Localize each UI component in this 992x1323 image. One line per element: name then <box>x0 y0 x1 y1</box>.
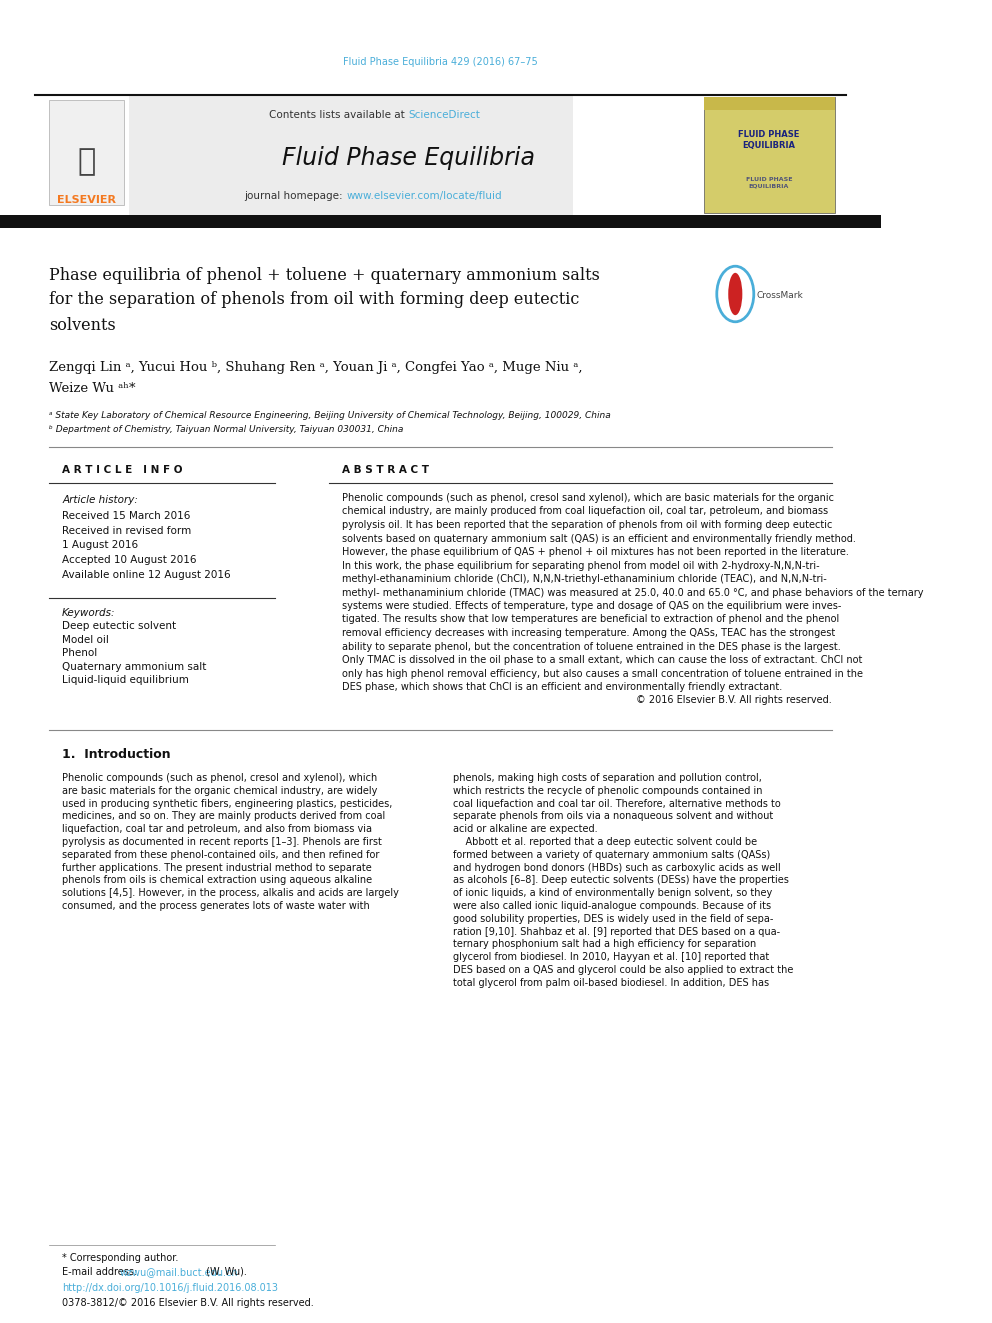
Text: However, the phase equilibrium of QAS + phenol + oil mixtures has not been repor: However, the phase equilibrium of QAS + … <box>342 546 849 557</box>
Text: solvents: solvents <box>49 316 116 333</box>
Text: Phenolic compounds (such as phenol, cresol and xylenol), which: Phenolic compounds (such as phenol, cres… <box>62 773 377 783</box>
Text: A B S T R A C T: A B S T R A C T <box>342 464 429 475</box>
Text: DES based on a QAS and glycerol could be also applied to extract the: DES based on a QAS and glycerol could be… <box>453 964 794 975</box>
Text: methyl-ethanaminium chloride (ChCl), N,N,N-triethyl-ethanaminium chloride (TEAC): methyl-ethanaminium chloride (ChCl), N,N… <box>342 574 826 583</box>
Text: (W. Wu).: (W. Wu). <box>203 1267 247 1277</box>
Text: Only TMAC is dissolved in the oil phase to a small extant, which can cause the l: Only TMAC is dissolved in the oil phase … <box>342 655 862 665</box>
Text: E-mail address:: E-mail address: <box>62 1267 141 1277</box>
Text: medicines, and so on. They are mainly products derived from coal: medicines, and so on. They are mainly pr… <box>62 811 386 822</box>
Text: A R T I C L E   I N F O: A R T I C L E I N F O <box>62 464 183 475</box>
Text: 0378-3812/© 2016 Elsevier B.V. All rights reserved.: 0378-3812/© 2016 Elsevier B.V. All right… <box>62 1298 313 1308</box>
Text: Fluid Phase Equilibria 429 (2016) 67–75: Fluid Phase Equilibria 429 (2016) 67–75 <box>343 57 538 67</box>
Text: In this work, the phase equilibrium for separating phenol from model oil with 2-: In this work, the phase equilibrium for … <box>342 561 819 570</box>
Text: Available online 12 August 2016: Available online 12 August 2016 <box>62 570 231 579</box>
Text: good solubility properties, DES is widely used in the field of sepa-: good solubility properties, DES is widel… <box>453 914 774 923</box>
Text: which restricts the recycle of phenolic compounds contained in: which restricts the recycle of phenolic … <box>453 786 763 796</box>
Text: formed between a variety of quaternary ammonium salts (QASs): formed between a variety of quaternary a… <box>453 849 770 860</box>
Text: Accepted 10 August 2016: Accepted 10 August 2016 <box>62 556 196 565</box>
Text: CrossMark: CrossMark <box>757 291 804 300</box>
Text: Liquid-liquid equilibrium: Liquid-liquid equilibrium <box>62 675 189 685</box>
Text: 1 August 2016: 1 August 2016 <box>62 540 138 550</box>
Text: ability to separate phenol, but the concentration of toluene entrained in the DE: ability to separate phenol, but the conc… <box>342 642 840 651</box>
Text: FLUID PHASE
EQUILIBRIA: FLUID PHASE EQUILIBRIA <box>746 177 793 189</box>
Text: © 2016 Elsevier B.V. All rights reserved.: © 2016 Elsevier B.V. All rights reserved… <box>636 695 832 705</box>
FancyBboxPatch shape <box>49 101 124 205</box>
Text: for the separation of phenols from oil with forming deep eutectic: for the separation of phenols from oil w… <box>49 291 579 308</box>
Text: 1.  Introduction: 1. Introduction <box>62 749 171 762</box>
Text: phenols, making high costs of separation and pollution control,: phenols, making high costs of separation… <box>453 773 762 783</box>
Text: Contents lists available at: Contents lists available at <box>270 110 409 120</box>
Text: solutions [4,5]. However, in the process, alkalis and acids are largely: solutions [4,5]. However, in the process… <box>62 888 399 898</box>
Text: ternary phosphonium salt had a high efficiency for separation: ternary phosphonium salt had a high effi… <box>453 939 756 950</box>
Text: Model oil: Model oil <box>62 635 109 644</box>
Text: further applications. The present industrial method to separate: further applications. The present indust… <box>62 863 372 873</box>
Text: FLUID PHASE
EQUILIBRIA: FLUID PHASE EQUILIBRIA <box>738 130 800 149</box>
Text: used in producing synthetic fibers, engineering plastics, pesticides,: used in producing synthetic fibers, engi… <box>62 799 393 808</box>
Text: Received 15 March 2016: Received 15 March 2016 <box>62 511 190 521</box>
Text: total glycerol from palm oil-based biodiesel. In addition, DES has: total glycerol from palm oil-based biodi… <box>453 978 769 988</box>
Text: Phenol: Phenol <box>62 648 97 658</box>
Text: Fluid Phase Equilibria: Fluid Phase Equilibria <box>282 146 535 169</box>
Text: are basic materials for the organic chemical industry, are widely: are basic materials for the organic chem… <box>62 786 378 796</box>
Text: DES phase, which shows that ChCl is an efficient and environmentally friendly ex: DES phase, which shows that ChCl is an e… <box>342 681 782 692</box>
Text: ScienceDirect: ScienceDirect <box>409 110 480 120</box>
Text: separated from these phenol-contained oils, and then refined for: separated from these phenol-contained oi… <box>62 849 380 860</box>
Text: Quaternary ammonium salt: Quaternary ammonium salt <box>62 662 206 672</box>
Text: acid or alkaline are expected.: acid or alkaline are expected. <box>453 824 597 835</box>
Text: journal homepage:: journal homepage: <box>244 191 346 201</box>
Text: and hydrogen bond donors (HBDs) such as carboxylic acids as well: and hydrogen bond donors (HBDs) such as … <box>453 863 781 873</box>
Text: were also called ionic liquid-analogue compounds. Because of its: were also called ionic liquid-analogue c… <box>453 901 771 912</box>
Text: Keywords:: Keywords: <box>62 609 116 618</box>
Text: Article history:: Article history: <box>62 495 138 505</box>
Text: pyrolysis oil. It has been reported that the separation of phenols from oil with: pyrolysis oil. It has been reported that… <box>342 520 832 531</box>
FancyBboxPatch shape <box>704 97 834 213</box>
Text: phenols from oils is chemical extraction using aqueous alkaline: phenols from oils is chemical extraction… <box>62 876 372 885</box>
Text: Received in revised form: Received in revised form <box>62 527 191 536</box>
Ellipse shape <box>728 273 742 315</box>
FancyBboxPatch shape <box>0 216 881 228</box>
Text: Weize Wu ᵃʰ*: Weize Wu ᵃʰ* <box>49 381 135 394</box>
Text: Zengqi Lin ᵃ, Yucui Hou ᵇ, Shuhang Ren ᵃ, Youan Ji ᵃ, Congfei Yao ᵃ, Muge Niu ᵃ,: Zengqi Lin ᵃ, Yucui Hou ᵇ, Shuhang Ren ᵃ… <box>49 360 582 373</box>
Text: glycerol from biodiesel. In 2010, Hayyan et al. [10] reported that: glycerol from biodiesel. In 2010, Hayyan… <box>453 953 769 962</box>
Text: chemical industry, are mainly produced from coal liquefaction oil, coal tar, pet: chemical industry, are mainly produced f… <box>342 507 828 516</box>
Text: * Corresponding author.: * Corresponding author. <box>62 1253 179 1263</box>
Text: ration [9,10]. Shahbaz et al. [9] reported that DES based on a qua-: ration [9,10]. Shahbaz et al. [9] report… <box>453 926 780 937</box>
Text: ᵇ Department of Chemistry, Taiyuan Normal University, Taiyuan 030031, China: ᵇ Department of Chemistry, Taiyuan Norma… <box>49 426 403 434</box>
Text: tigated. The results show that low temperatures are beneficial to extraction of : tigated. The results show that low tempe… <box>342 614 839 624</box>
Text: www.elsevier.com/locate/fluid: www.elsevier.com/locate/fluid <box>346 191 502 201</box>
Text: wzwu@mail.buct.edu.cn: wzwu@mail.buct.edu.cn <box>119 1267 238 1277</box>
Text: Phase equilibria of phenol + toluene + quaternary ammonium salts: Phase equilibria of phenol + toluene + q… <box>49 266 600 283</box>
Text: systems were studied. Effects of temperature, type and dosage of QAS on the equi: systems were studied. Effects of tempera… <box>342 601 841 611</box>
Text: methyl- methanaminium chloride (TMAC) was measured at 25.0, 40.0 and 65.0 °C, an: methyl- methanaminium chloride (TMAC) wa… <box>342 587 924 598</box>
Text: consumed, and the process generates lots of waste water with: consumed, and the process generates lots… <box>62 901 370 912</box>
Text: Phenolic compounds (such as phenol, cresol sand xylenol), which are basic materi: Phenolic compounds (such as phenol, cres… <box>342 493 834 503</box>
Text: http://dx.doi.org/10.1016/j.fluid.2016.08.013: http://dx.doi.org/10.1016/j.fluid.2016.0… <box>62 1283 278 1293</box>
Text: ᵃ State Key Laboratory of Chemical Resource Engineering, Beijing University of C: ᵃ State Key Laboratory of Chemical Resou… <box>49 410 611 419</box>
Text: solvents based on quaternary ammonium salt (QAS) is an efficient and environment: solvents based on quaternary ammonium sa… <box>342 533 856 544</box>
Text: 🌳: 🌳 <box>77 147 95 176</box>
Text: pyrolysis as documented in recent reports [1–3]. Phenols are first: pyrolysis as documented in recent report… <box>62 837 382 847</box>
Text: coal liquefaction and coal tar oil. Therefore, alternative methods to: coal liquefaction and coal tar oil. Ther… <box>453 799 781 808</box>
Text: only has high phenol removal efficiency, but also causes a small concentration o: only has high phenol removal efficiency,… <box>342 668 863 679</box>
Text: Abbott et al. reported that a deep eutectic solvent could be: Abbott et al. reported that a deep eutec… <box>453 837 757 847</box>
Text: Deep eutectic solvent: Deep eutectic solvent <box>62 620 177 631</box>
FancyBboxPatch shape <box>704 97 834 110</box>
Text: separate phenols from oils via a nonaqueous solvent and without: separate phenols from oils via a nonaque… <box>453 811 773 822</box>
Text: as alcohols [6–8]. Deep eutectic solvents (DESs) have the properties: as alcohols [6–8]. Deep eutectic solvent… <box>453 876 789 885</box>
Text: of ionic liquids, a kind of environmentally benign solvent, so they: of ionic liquids, a kind of environmenta… <box>453 888 772 898</box>
Text: ELSEVIER: ELSEVIER <box>57 194 116 205</box>
Text: removal efficiency decreases with increasing temperature. Among the QASs, TEAC h: removal efficiency decreases with increa… <box>342 628 835 638</box>
FancyBboxPatch shape <box>129 95 572 216</box>
Text: liquefaction, coal tar and petroleum, and also from biomass via: liquefaction, coal tar and petroleum, an… <box>62 824 372 835</box>
